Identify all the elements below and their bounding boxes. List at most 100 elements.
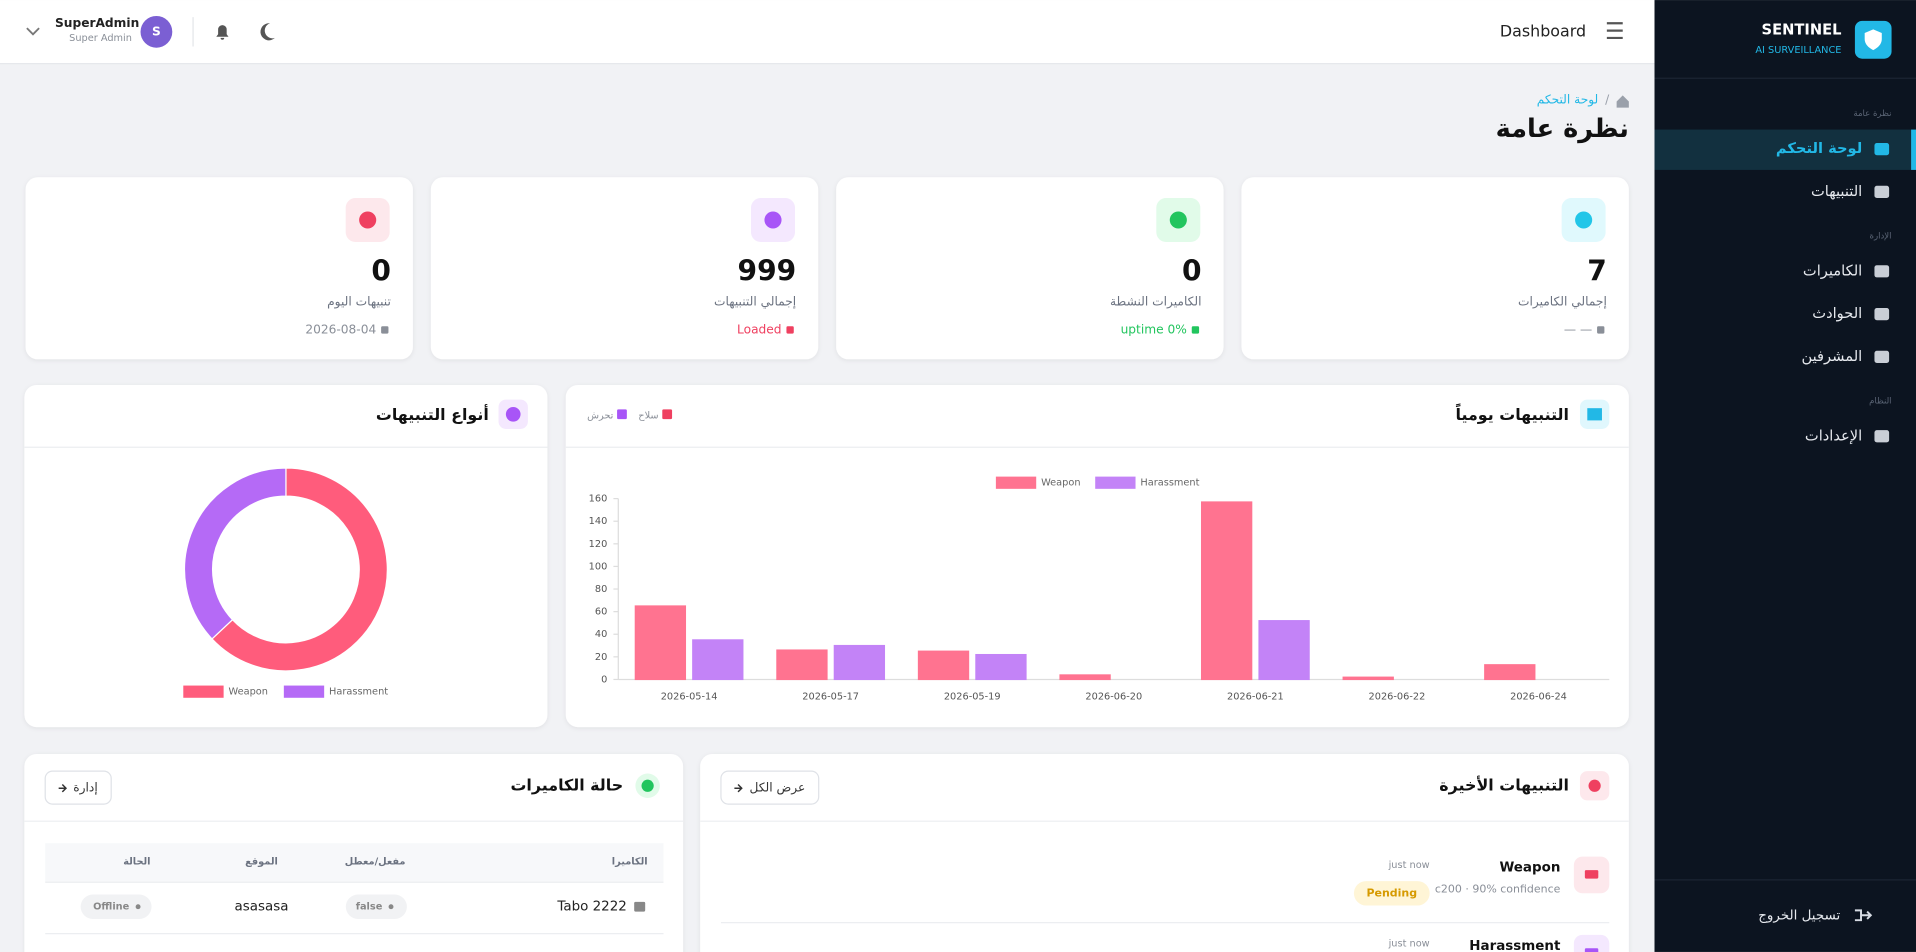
stat-card <box>25 177 413 360</box>
card-icon <box>1587 408 1602 421</box>
stat-note-icon <box>1191 326 1200 334</box>
table-header-cell: الكاميرا <box>612 857 648 868</box>
mini-legend-swatch <box>617 409 627 420</box>
top-bar <box>0 0 1655 64</box>
nav-section-title: الإدارة <box>1870 231 1892 241</box>
x-tick-label: 2026-05-14 <box>661 692 718 703</box>
bar <box>1342 676 1394 681</box>
y-tick-label: 40 <box>595 629 607 640</box>
stat-note-icon <box>381 326 389 334</box>
brand: SENTINEL <box>1762 22 1842 39</box>
bell-icon[interactable] <box>216 25 229 40</box>
nav-icon <box>1874 307 1890 321</box>
table-header <box>45 843 664 883</box>
stat-note: uptime 0% <box>1121 322 1187 336</box>
button-label[interactable]: عرض الكل <box>750 781 806 796</box>
mini-legend-swatch <box>662 409 673 420</box>
chart-card <box>24 384 548 728</box>
alert-time: just now <box>1388 860 1430 871</box>
nav-icon <box>1874 350 1890 363</box>
x-tick-label: 2026-05-19 <box>944 692 1001 703</box>
status-dot <box>641 779 654 792</box>
stat-label: الكاميرات النشطة <box>1110 294 1202 309</box>
stat-value: 0 <box>371 255 391 288</box>
enabled-pill: false <box>356 902 383 913</box>
stat-card <box>836 177 1224 360</box>
nav-section-title: نظرة عامة <box>1853 109 1891 119</box>
legend-label: Harassment <box>329 687 388 698</box>
table-header-cell: مفعل/معطل <box>345 857 406 868</box>
bar <box>1484 664 1536 681</box>
alert-time: just now <box>1388 938 1430 949</box>
avatar[interactable] <box>140 15 173 48</box>
button-arrow <box>734 784 743 793</box>
stat-icon <box>1169 211 1187 229</box>
legend-swatch <box>283 685 325 698</box>
card-title: التنبيهات يومياً <box>1455 403 1569 424</box>
nav-item[interactable]: المشرفين <box>1801 348 1862 365</box>
user-menu-chevron[interactable] <box>26 27 40 36</box>
breadcrumb[interactable]: لوحة التحكم <box>1537 93 1599 108</box>
button-label[interactable]: إدارة <box>73 781 98 796</box>
y-tick-label: 0 <box>601 674 607 685</box>
bar <box>634 605 687 681</box>
card-title: التنبيهات الأخيرة <box>1439 775 1569 794</box>
card-icon <box>1588 779 1601 792</box>
doughnut-slice <box>211 467 388 672</box>
stat-note-icon <box>1597 326 1605 334</box>
status-pill: Offline <box>93 902 130 913</box>
pill-dot <box>388 904 394 910</box>
stat-value: 0 <box>1182 255 1202 288</box>
logout-icon[interactable] <box>1854 909 1873 922</box>
bar <box>1258 620 1310 681</box>
stat-label: تنبيهات اليوم <box>327 294 391 309</box>
button[interactable] <box>44 770 112 805</box>
nav-item[interactable]: التنبيهات <box>1811 183 1862 200</box>
alert-icon-box <box>1573 934 1610 952</box>
pill <box>345 894 407 919</box>
avatar-initial: S <box>152 24 161 38</box>
menu-toggle[interactable] <box>1606 22 1623 40</box>
legend-swatch <box>1095 476 1136 489</box>
camera-name: Tabo 2222 <box>556 900 626 915</box>
bar <box>917 650 970 681</box>
legend-swatch <box>183 685 224 698</box>
bar <box>975 653 1027 681</box>
y-tick-label: 80 <box>595 584 607 595</box>
legend-label: Weapon <box>229 687 268 698</box>
status-pill <box>1353 881 1430 906</box>
table-header-cell: الموقع <box>245 857 278 868</box>
doughnut-slice <box>183 467 287 640</box>
home-icon[interactable] <box>1616 95 1629 108</box>
x-tick-label: 2026-05-17 <box>802 692 859 703</box>
stat-value: 7 <box>1587 255 1607 288</box>
camera-icon <box>634 901 646 912</box>
nav-icon <box>1874 143 1890 156</box>
stat-icon <box>359 211 377 229</box>
breadcrumb-sep: / <box>1605 93 1610 107</box>
alert-detail: c200 · 90% confidence <box>1435 883 1561 896</box>
theme-toggle[interactable] <box>260 23 275 41</box>
chart-card <box>565 384 1629 728</box>
mini-legend-label: سلاح <box>638 411 658 422</box>
user-name: SuperAdmin <box>55 16 139 30</box>
button[interactable] <box>720 770 820 805</box>
stat-note: Loaded <box>737 322 782 336</box>
bar <box>692 639 744 681</box>
nav-item[interactable]: الكاميرات <box>1803 262 1862 279</box>
nav-item[interactable]: الإعدادات <box>1805 427 1862 444</box>
mini-legend-label: تحرش <box>587 411 614 422</box>
nav-icon <box>1874 430 1890 443</box>
nav-item[interactable]: الحوادث <box>1812 305 1862 322</box>
legend-label: Harassment <box>1140 478 1199 489</box>
nav-item[interactable]: لوحة التحكم <box>1776 140 1862 157</box>
card-title: حالة الكاميرات <box>510 775 623 794</box>
nav-icon <box>1874 265 1890 278</box>
logout[interactable]: تسجيل الخروج <box>1758 908 1840 923</box>
stat-label: إجمالي التنبيهات <box>714 294 796 308</box>
tagline: AI SURVEILLANCE <box>1755 45 1841 56</box>
x-tick-label: 2026-06-24 <box>1510 692 1567 703</box>
page-title: نظرة عامة <box>1496 114 1629 144</box>
card-icon <box>505 406 521 422</box>
user-role: Super Admin <box>69 33 132 44</box>
